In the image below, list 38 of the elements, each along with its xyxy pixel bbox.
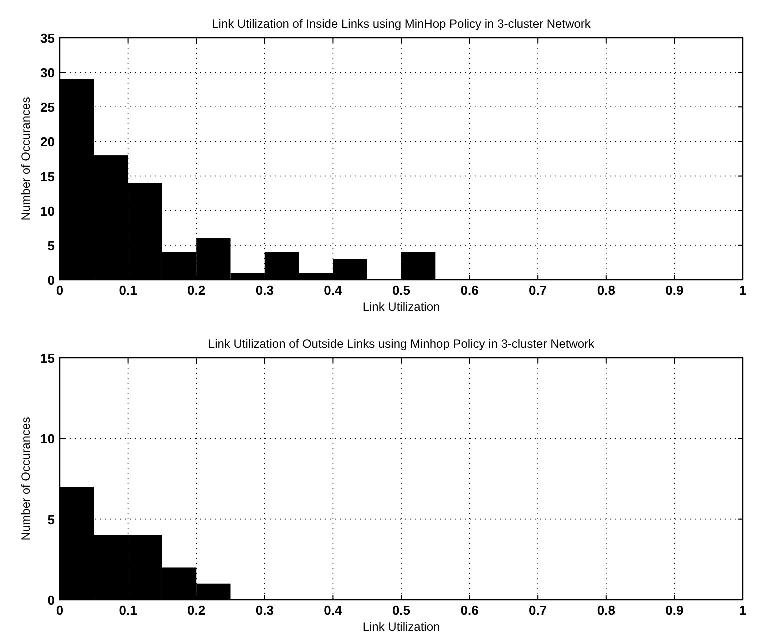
x-tick-label: 0.6 (460, 603, 479, 618)
x-tick-label: 1 (739, 603, 747, 618)
chart-title: Link Utilization of Inside Links using MinHop Policy in 3-cluster Network (212, 17, 592, 31)
y-tick-label: 5 (48, 238, 55, 254)
x-tick-label: 0.3 (256, 283, 274, 298)
x-tick-label: 0.3 (256, 603, 274, 618)
x-tick-label: 0.7 (529, 603, 548, 618)
x-tick-label: 0.1 (119, 283, 138, 298)
y-tick-label: 0 (48, 593, 55, 608)
y-tick-label: 15 (40, 169, 55, 184)
x-tick-label: 0.9 (666, 283, 684, 298)
x-tick-label: 0.8 (597, 283, 616, 298)
x-tick-label: 0.5 (392, 603, 411, 618)
x-tick-label: 0.1 (119, 603, 138, 618)
y-tick-label: 5 (48, 512, 55, 528)
y-tick-label: 25 (40, 100, 55, 116)
y-axis-title: Number of Occurances (19, 97, 33, 221)
x-tick-label: 1 (739, 283, 747, 298)
y-tick-label: 35 (40, 31, 55, 46)
y-tick-label: 20 (40, 134, 55, 150)
y-tick-label: 10 (40, 432, 55, 447)
y-tick-label: 30 (40, 66, 55, 81)
x-tick-label: 0.7 (529, 283, 548, 298)
y-axis-title: Number of Occurances (19, 417, 33, 541)
x-tick-label: 0.5 (392, 283, 411, 298)
x-axis-title: Link Utilization (362, 620, 440, 634)
x-tick-label: 0.9 (666, 603, 684, 618)
x-axis-title: Link Utilization (362, 300, 440, 314)
x-tick-label: 0.2 (188, 283, 206, 298)
x-tick-label: 0.4 (324, 603, 344, 618)
y-tick-label: 15 (40, 351, 55, 366)
y-tick-label: 10 (40, 204, 55, 219)
y-tick-label: 0 (48, 273, 55, 288)
x-tick-label: 0.6 (460, 283, 479, 298)
x-tick-label: 0.2 (188, 603, 206, 618)
chart-title: Link Utilization of Outside Links using Minhop Policy in 3-cluster Network (208, 337, 596, 351)
x-tick-label: 0.4 (324, 283, 344, 298)
x-tick-label: 0.8 (597, 603, 616, 618)
